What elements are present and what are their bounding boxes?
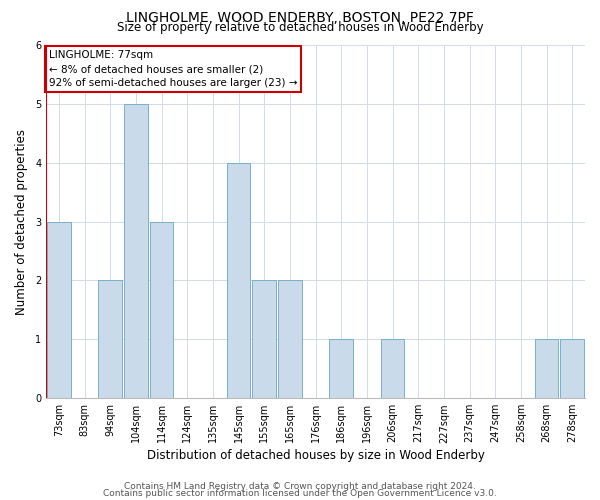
Bar [329,340,353,398]
Bar [278,280,302,398]
Bar [124,104,148,398]
Bar [98,280,122,398]
Text: Contains public sector information licensed under the Open Government Licence v3: Contains public sector information licen… [103,489,497,498]
Bar [150,222,173,398]
Bar [227,162,250,398]
Bar [560,340,584,398]
Y-axis label: Number of detached properties: Number of detached properties [15,128,28,314]
X-axis label: Distribution of detached houses by size in Wood Enderby: Distribution of detached houses by size … [146,450,484,462]
Text: LINGHOLME: 77sqm
← 8% of detached houses are smaller (2)
92% of semi-detached ho: LINGHOLME: 77sqm ← 8% of detached houses… [49,50,297,88]
Bar [253,280,276,398]
Text: LINGHOLME, WOOD ENDERBY, BOSTON, PE22 7PF: LINGHOLME, WOOD ENDERBY, BOSTON, PE22 7P… [126,11,474,25]
Bar [535,340,559,398]
Bar [381,340,404,398]
Bar [47,222,71,398]
Text: Size of property relative to detached houses in Wood Enderby: Size of property relative to detached ho… [116,21,484,34]
Text: Contains HM Land Registry data © Crown copyright and database right 2024.: Contains HM Land Registry data © Crown c… [124,482,476,491]
